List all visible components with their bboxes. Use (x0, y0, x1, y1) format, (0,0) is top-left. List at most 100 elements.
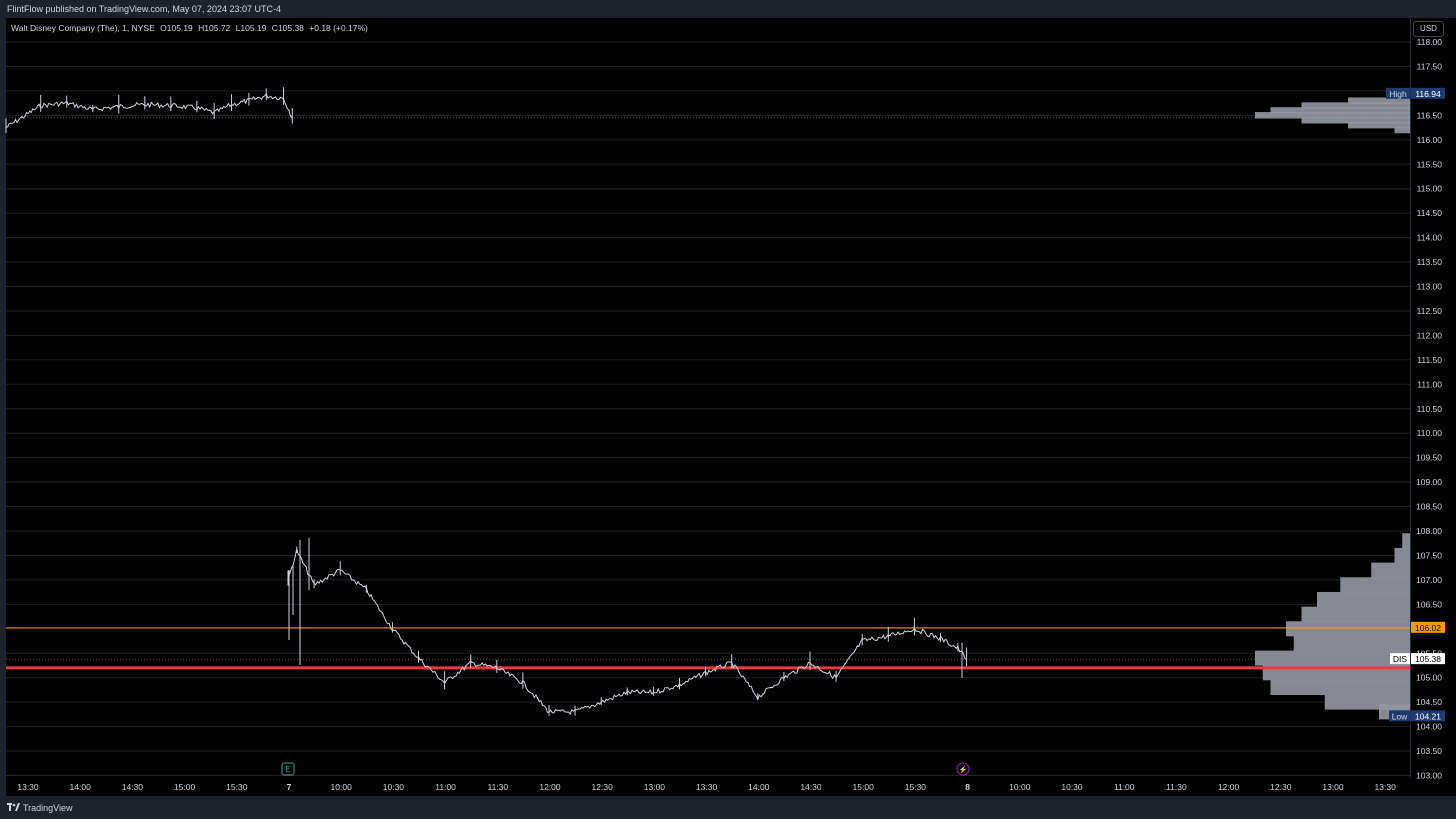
ticker-badge: DIS (1393, 654, 1408, 664)
time-tick-label: 11:00 (435, 782, 456, 792)
price-tick-label: 113.50 (1417, 257, 1443, 267)
price-tick-label: 103.00 (1416, 771, 1442, 781)
price-tick-label: 108.50 (1416, 502, 1442, 512)
price-tick-label: 106.50 (1416, 599, 1442, 609)
change-value: +0.18 (+0.17%) (309, 23, 368, 33)
time-tick-label: 10:30 (383, 782, 405, 792)
publish-note: FlintFlow published on TradingView.com, … (7, 4, 281, 14)
volume-profile-bar (1301, 102, 1410, 109)
price-series (5, 87, 968, 717)
price-tick-label: 110.50 (1417, 404, 1443, 414)
time-axis[interactable] (6, 778, 1456, 796)
volume-profile-bar (1402, 533, 1410, 549)
volume-profile-bar (1394, 547, 1410, 563)
time-tick-label: 10:30 (1061, 782, 1083, 792)
price-tick-label: 108.00 (1416, 526, 1442, 536)
symbol-name[interactable]: Walt Disney Company (The), 1, NYSE (11, 23, 155, 33)
price-tick-label: 112.00 (1417, 330, 1443, 340)
time-tick-label: 8 (965, 782, 970, 792)
price-tick-label: 110.00 (1417, 428, 1443, 438)
time-tick-label: 12:30 (592, 782, 614, 792)
price-tick-label: 118.00 (1417, 37, 1443, 47)
price-tick-label: 114.50 (1417, 208, 1443, 218)
low-value-badge: 104.21 (1415, 711, 1441, 721)
time-tick-labels: 13:30 14:00 14:30 15:00 15:30 7 10:00 10:30 11:0… (17, 782, 1396, 792)
volume-profile-bar (1255, 112, 1410, 119)
volume-profile-bar (1348, 121, 1410, 129)
price-tick-label: 109.50 (1416, 453, 1442, 463)
price-tick-label: 111.00 (1417, 379, 1442, 389)
last-price-badge: 105.38 (1415, 654, 1441, 664)
price-tick-label: 111.50 (1417, 355, 1442, 365)
volume-profile-bar (1394, 126, 1410, 134)
price-tick-label: 115.50 (1417, 159, 1443, 169)
price-axis[interactable] (1410, 18, 1456, 778)
volume-profile-bar (1286, 621, 1410, 637)
tradingview-logo[interactable]: TradingView (7, 803, 73, 813)
event-markers: E ⚡ (281, 762, 970, 776)
time-tick-label: 12:00 (539, 782, 561, 792)
ohlc-legend[interactable]: Walt Disney Company (The), 1, NYSE O105.… (11, 23, 371, 33)
tradingview-mark-icon (7, 803, 20, 813)
volume-profile (1255, 92, 1410, 720)
time-tick-label: 10:00 (331, 782, 353, 792)
low-value: L105.19 (235, 23, 267, 33)
time-tick-label: 13:30 (17, 782, 39, 792)
earnings-icon[interactable] (281, 762, 295, 776)
price-series-line[interactable] (5, 92, 293, 128)
time-tick-label: 11:30 (487, 782, 508, 792)
high-label-bg (1386, 87, 1410, 99)
price-tick-label: 116.50 (1417, 110, 1443, 120)
volume-profile-bar (1270, 679, 1410, 695)
low-label: Low (1392, 711, 1408, 721)
price-tick-label: 116.00 (1417, 135, 1443, 145)
tradingview-brand: TradingView (23, 803, 73, 813)
volume-profile-bar (1293, 635, 1410, 651)
price-tick-label: 112.50 (1417, 306, 1443, 316)
time-tick-label: 13:30 (696, 782, 718, 792)
time-tick-label: 13:00 (1322, 782, 1344, 792)
open-value: O105.19 (160, 23, 193, 33)
price-tick-label: 104.00 (1416, 722, 1442, 732)
time-tick-label: 15:00 (853, 782, 875, 792)
high-value-badge: 116.94 (1415, 89, 1441, 99)
time-tick-label: 7 (287, 782, 292, 792)
volume-profile-bar (1340, 577, 1410, 593)
time-tick-label: 12:00 (1218, 782, 1240, 792)
last-price-badge-bg (1411, 653, 1445, 665)
chart-area[interactable] (6, 18, 1410, 778)
time-tick-label: 14:30 (122, 782, 144, 792)
price-tick-label: 114.00 (1417, 233, 1443, 243)
dividend-icon[interactable] (956, 762, 970, 776)
price-tick-labels: 118.00117.50117.00116.50116.00115.50115.… (1416, 37, 1442, 781)
low-label-bg (1389, 710, 1410, 722)
level-value-badge-bg (1411, 621, 1445, 633)
price-tick-label: 109.00 (1416, 477, 1442, 487)
time-tick-label: 11:30 (1166, 782, 1187, 792)
footer-bar (0, 796, 1456, 819)
time-tick-label: 12:30 (1270, 782, 1292, 792)
time-tick-label: 13:30 (1375, 782, 1397, 792)
high-label: High (1389, 89, 1407, 99)
price-tick-label: 117.50 (1417, 61, 1443, 71)
volume-profile-bar (1317, 591, 1410, 607)
high-value-badge-bg (1411, 87, 1445, 99)
volume-profile-bar (1301, 116, 1410, 124)
price-tick-label: 113.00 (1417, 282, 1443, 292)
time-tick-label: 11:00 (1114, 782, 1135, 792)
volume-profile-bar (1270, 107, 1410, 114)
price-tick-label: 107.00 (1416, 575, 1442, 585)
volume-profile-bar (1348, 97, 1410, 104)
dividend-glyph: ⚡ (959, 765, 968, 774)
time-tick-label: 10:00 (1009, 782, 1031, 792)
close-value: C105.38 (271, 23, 304, 33)
publish-bar: FlintFlow published on TradingView.com, … (0, 0, 1456, 18)
level-value-badge: 106.02 (1415, 623, 1441, 633)
volume-profile-bar (1371, 562, 1410, 578)
volume-profile-bar (1301, 606, 1410, 622)
price-tick-label: 103.50 (1416, 746, 1442, 756)
currency-button[interactable]: USD (1413, 21, 1444, 37)
horizontal-levels (6, 117, 1410, 670)
high-value: H105.72 (198, 23, 231, 33)
